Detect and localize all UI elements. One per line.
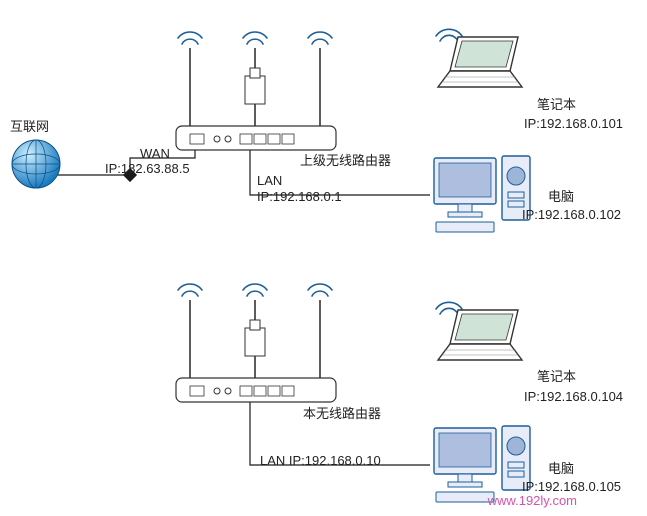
lower-laptop-name: 笔记本 [537, 368, 576, 386]
watermark: www.192ly.com [488, 493, 577, 508]
upper-router-title: 上级无线路由器 [300, 152, 391, 170]
upper-laptop-ip: IP:192.168.0.101 [524, 115, 623, 133]
upper-pc-ip: IP:192.168.0.102 [522, 206, 621, 224]
upper-router-wan-ip: IP:182.63.88.5 [105, 160, 190, 178]
router-icon [170, 8, 370, 158]
upper-laptop [430, 25, 530, 100]
upper-pc-name: 电脑 [548, 188, 574, 206]
upper-laptop-name: 笔记本 [537, 96, 576, 114]
lower-router [170, 260, 370, 415]
lower-laptop [430, 298, 530, 373]
lower-pc-name: 电脑 [548, 460, 574, 478]
laptop-icon [430, 298, 530, 368]
laptop-icon [430, 25, 530, 95]
upper-pc [430, 150, 540, 245]
router-icon [170, 260, 370, 410]
desktop-icon [430, 150, 540, 240]
lower-laptop-ip: IP:192.168.0.104 [524, 388, 623, 406]
internet-node: 互联网 [8, 118, 64, 197]
internet-label: 互联网 [10, 118, 64, 136]
upper-router [170, 8, 370, 163]
lower-router-title: 本无线路由器 [303, 405, 381, 423]
globe-icon [8, 136, 64, 192]
lower-router-lan-label: LAN IP:192.168.0.10 [260, 452, 381, 470]
upper-router-lan-ip: IP:192.168.0.1 [257, 188, 342, 206]
